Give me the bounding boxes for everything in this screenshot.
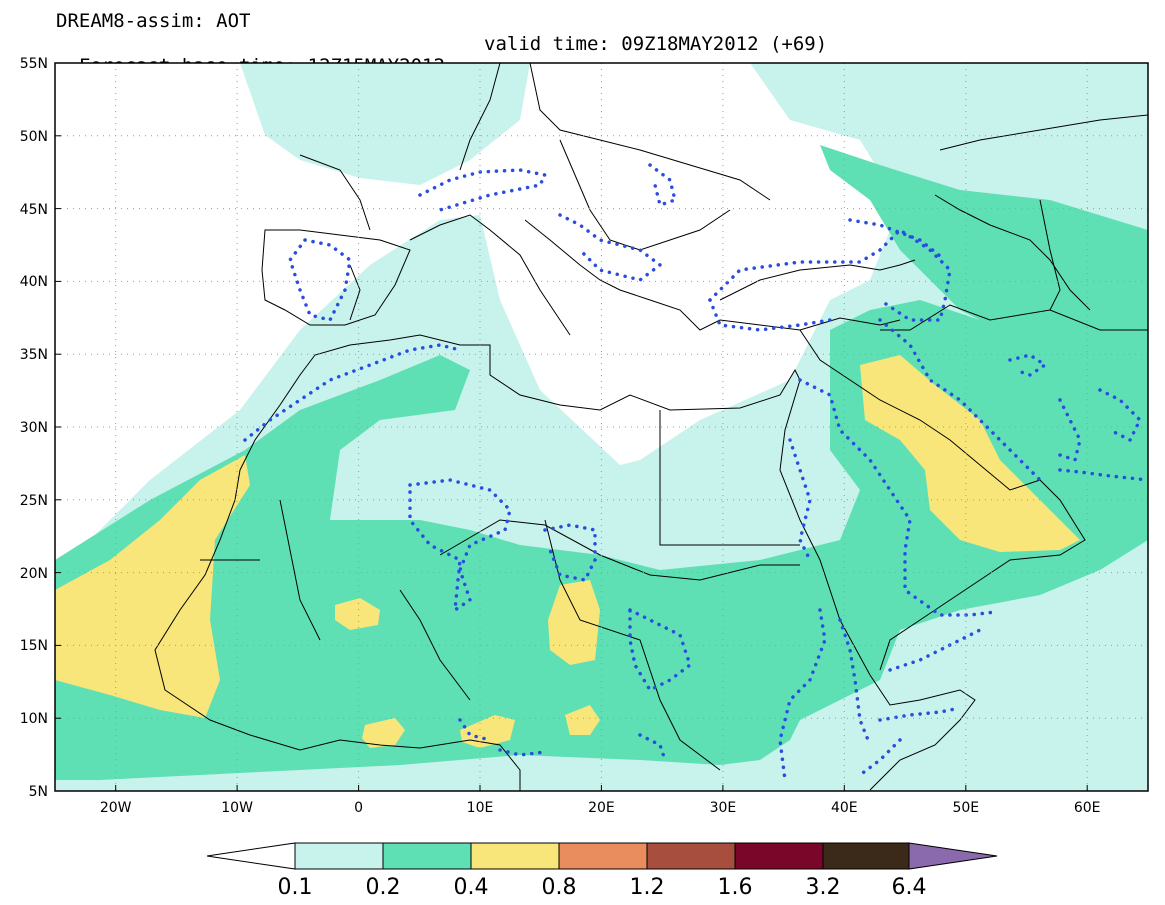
lat-tick-label: 5N xyxy=(29,784,48,800)
colorbar-level-label: 0.4 xyxy=(454,875,489,900)
lat-tick-label: 45N xyxy=(20,202,48,218)
lat-tick-label: 40N xyxy=(20,274,48,290)
lon-tick-label: 10W xyxy=(221,800,253,816)
colorbar-over-arrow xyxy=(908,842,998,870)
colorbar-level-label: 0.8 xyxy=(542,875,577,900)
colorbar-swatch xyxy=(382,842,472,870)
lon-tick-label: 0 xyxy=(354,800,363,816)
lat-tick-label: 25N xyxy=(20,493,48,509)
colorbar-level-label: 3.2 xyxy=(806,875,841,900)
map-area xyxy=(55,63,1148,791)
colorbar-under-arrow xyxy=(206,842,296,870)
colorbar xyxy=(206,842,998,870)
lat-tick-label: 15N xyxy=(20,638,48,654)
colorbar-level-label: 0.2 xyxy=(366,875,401,900)
lat-tick-label: 50N xyxy=(20,129,48,145)
lat-tick-label: 30N xyxy=(20,420,48,436)
colorbar-level-label: 6.4 xyxy=(892,875,927,900)
lon-tick-label: 50E xyxy=(952,800,979,816)
lat-tick-label: 10N xyxy=(20,711,48,727)
dotted-contours xyxy=(243,163,1148,782)
lat-tick-labels: 55N 50N 45N 40N 35N 30N 25N 20N 15N 10N … xyxy=(20,56,48,800)
lon-tick-label: 20W xyxy=(100,800,132,816)
lon-tick-label: 20E xyxy=(588,800,615,816)
valid-time: valid time: 09Z18MAY2012 (+69) xyxy=(484,33,828,55)
lon-tick-label: 10E xyxy=(467,800,494,816)
aot-band-0.4 xyxy=(55,355,1080,748)
colorbar-level-label: 1.6 xyxy=(718,875,753,900)
colorbar-labels: 0.1 0.2 0.4 0.8 1.2 1.6 3.2 6.4 xyxy=(278,875,927,900)
map-title: DREAM8-assim: AOT xyxy=(56,10,251,32)
lon-tick-label: 60E xyxy=(1074,800,1101,816)
lon-tick-label: 40E xyxy=(831,800,858,816)
lat-lon-grid xyxy=(55,63,1148,791)
colorbar-swatch xyxy=(558,842,648,870)
lat-tick-label: 55N xyxy=(20,56,48,72)
colorbar-swatch xyxy=(470,842,560,870)
lon-tick-label: 30E xyxy=(710,800,737,816)
lon-tick-labels: 20W 10W 0 10E 20E 30E 40E 50E 60E xyxy=(100,800,1101,816)
lat-tick-label: 35N xyxy=(20,347,48,363)
colorbar-level-label: 1.2 xyxy=(630,875,665,900)
tick-marks xyxy=(55,135,1088,791)
lat-tick-label: 20N xyxy=(20,566,48,582)
colorbar-swatch xyxy=(734,842,824,870)
colorbar-swatch xyxy=(822,842,910,870)
colorbar-swatch xyxy=(294,842,384,870)
colorbar-level-label: 0.1 xyxy=(278,875,313,900)
colorbar-swatch xyxy=(646,842,736,870)
